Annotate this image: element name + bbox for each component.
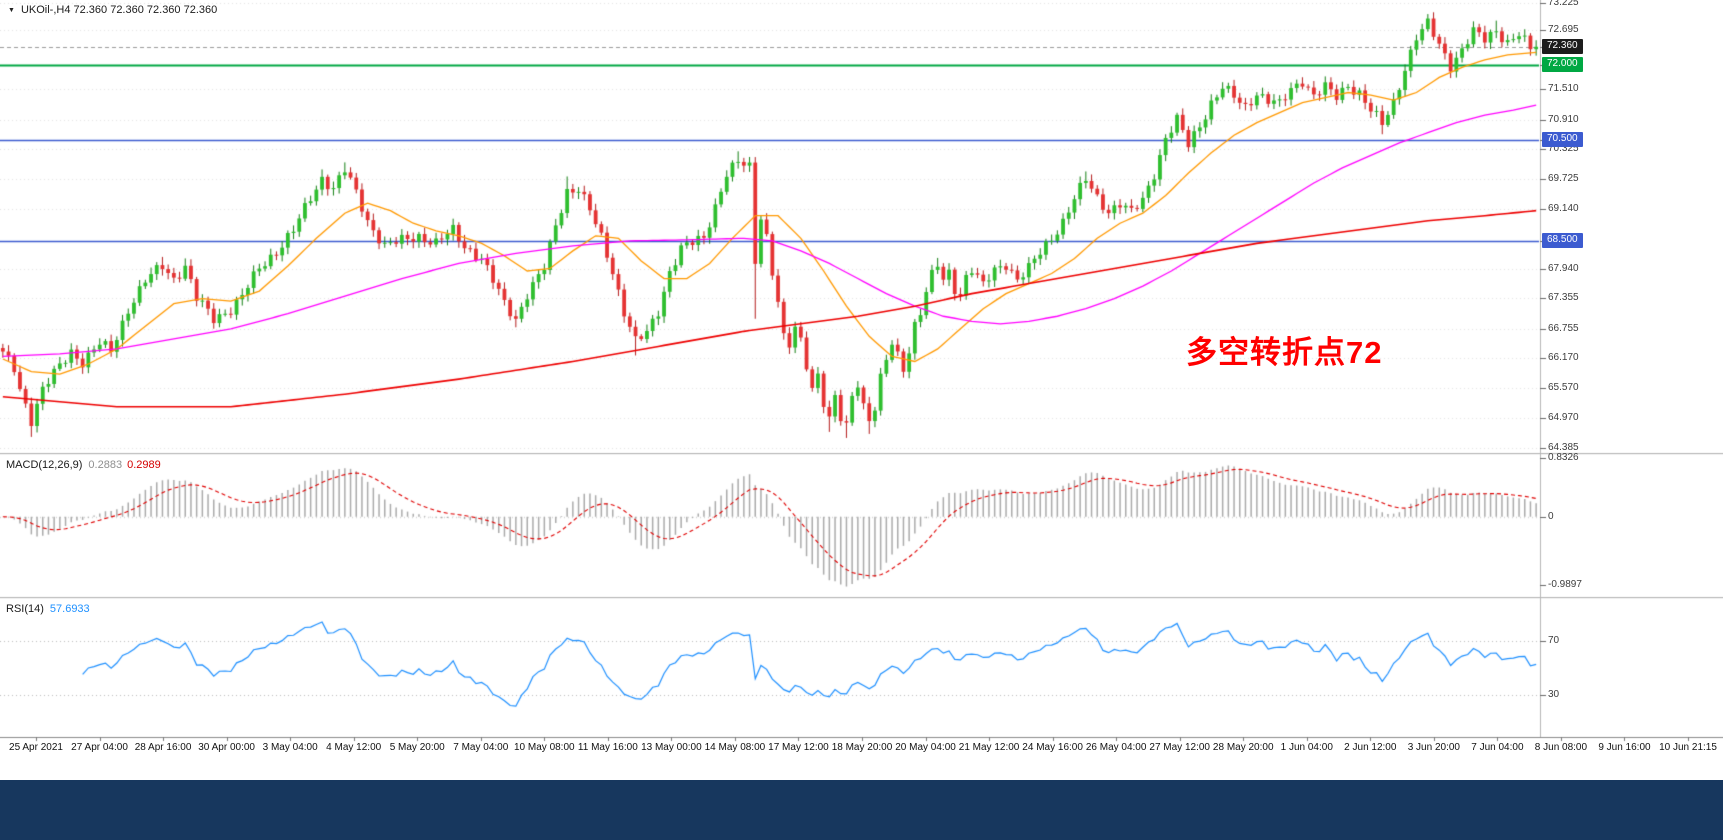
symbol-marker-icon: ▼ [8, 6, 15, 14]
time-axis-label: 26 May 04:00 [1085, 742, 1147, 753]
time-axis-label: 5 May 20:00 [389, 742, 445, 753]
time-scale[interactable]: 25 Apr 2021 27 Apr 04:00 28 Apr 16:00 30 Ap… [0, 738, 1723, 762]
time-axis-label: 8 Jun 08:00 [1534, 742, 1588, 753]
price-tag: 70.500 [1542, 132, 1583, 148]
macd-value-signal: 0.2989 [127, 459, 161, 471]
rsi-level-label: 70 [1548, 635, 1560, 647]
macd-indicator-label: MACD(12,26,9) 0.2883 0.2989 [6, 459, 161, 471]
time-axis-label: 10 Jun 21:15 [1659, 742, 1717, 753]
chart-canvas[interactable] [0, 0, 1723, 780]
price-tag: 68.500 [1542, 232, 1583, 248]
time-axis-label: 1 Jun 04:00 [1280, 742, 1333, 753]
time-axis-label: 2 Jun 12:00 [1344, 742, 1397, 753]
time-axis-label: 25 Apr 2021 [9, 742, 63, 753]
price-tick-label: 64.970 [1548, 412, 1579, 424]
time-axis-label: 24 May 16:00 [1022, 742, 1083, 753]
price-tick-label: 72.695 [1548, 23, 1579, 35]
price-tick-label: 66.170 [1548, 351, 1579, 363]
macd-name: MACD(12,26,9) [6, 459, 83, 471]
time-axis-label: 3 May 04:00 [262, 742, 318, 753]
symbol-ohlc-label: UKOil-,H4 72.360 72.360 72.360 72.360 [20, 4, 218, 16]
time-axis-label: 14 May 08:00 [704, 742, 766, 753]
time-axis-label: 28 May 20:00 [1212, 742, 1274, 753]
time-axis-label: 13 May 00:00 [641, 742, 702, 753]
time-axis-label: 3 Jun 20:00 [1407, 742, 1460, 753]
price-tick-label: 67.355 [1548, 292, 1579, 304]
time-axis-label: 9 Jun 16:00 [1598, 742, 1651, 753]
time-axis-label: 18 May 20:00 [831, 742, 893, 753]
time-axis-label: 27 Apr 04:00 [71, 742, 128, 753]
price-tick-label: 66.755 [1548, 322, 1579, 334]
time-axis-label: 30 Apr 00:00 [198, 742, 255, 753]
price-tick-label: 73.225 [1548, 0, 1579, 9]
price-tick-label: 69.140 [1548, 202, 1579, 214]
time-axis-label: 21 May 12:00 [958, 742, 1020, 753]
price-tick-label: 67.940 [1548, 262, 1579, 274]
price-tick-label: 70.910 [1548, 113, 1579, 125]
macd-axis-label: 0 [1548, 510, 1554, 522]
rsi-value: 57.6933 [49, 603, 90, 615]
time-axis-label: 28 Apr 16:00 [134, 742, 192, 753]
price-tag: 72.000 [1542, 56, 1583, 72]
price-tag: 72.360 [1542, 38, 1583, 54]
rsi-level-label: 30 [1548, 688, 1560, 700]
time-axis-label: 11 May 16:00 [577, 742, 638, 753]
price-tick-label: 70.325 [1548, 143, 1579, 155]
price-tick-label: 65.570 [1548, 382, 1579, 394]
time-axis-label: 10 May 08:00 [513, 742, 575, 753]
chart-annotation-text[interactable]: 多空转折点72 [1186, 335, 1383, 370]
symbol-title: ▼ UKOil-,H4 72.360 72.360 72.360 72.360 [8, 4, 217, 16]
time-axis-label: 4 May 12:00 [326, 742, 382, 753]
macd-axis-label: -0.9897 [1548, 579, 1582, 590]
price-scale[interactable]: 73.225 72.695 71.510 70.910 70.325 69.725 69.1… [1541, 0, 1722, 737]
time-axis-label: 20 May 04:00 [895, 742, 956, 753]
rsi-name: RSI(14) [6, 603, 44, 615]
bottom-bar [0, 780, 1723, 840]
price-tick-label: 64.385 [1548, 441, 1579, 453]
time-axis-label: 7 May 04:00 [453, 742, 509, 753]
time-axis-label: 17 May 12:00 [768, 742, 829, 753]
price-tick-label: 71.510 [1548, 83, 1579, 95]
rsi-indicator-label: RSI(14) 57.6933 [6, 603, 90, 615]
price-tick-label: 69.725 [1548, 173, 1579, 185]
macd-value-main: 0.2883 [88, 459, 123, 471]
time-axis-label: 7 Jun 04:00 [1471, 742, 1524, 753]
macd-axis-label: 0.8326 [1548, 452, 1579, 463]
time-axis-label: 27 May 12:00 [1149, 742, 1210, 753]
